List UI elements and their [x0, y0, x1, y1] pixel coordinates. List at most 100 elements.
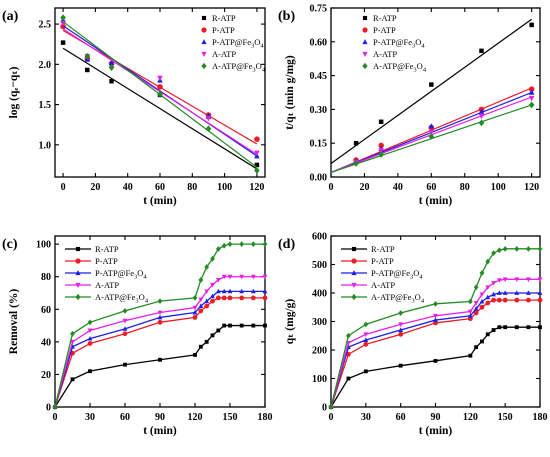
y-tick-label: 200 — [312, 346, 327, 357]
data-point — [221, 242, 227, 249]
data-point — [262, 241, 268, 248]
data-point — [529, 22, 534, 28]
data-point — [467, 298, 473, 305]
data-point — [157, 84, 163, 90]
data-point — [537, 277, 543, 282]
data-point — [537, 297, 543, 303]
data-point — [210, 255, 215, 262]
data-point — [221, 295, 227, 301]
data-point — [263, 323, 267, 328]
data-point — [433, 313, 438, 319]
x-tick-label: 0 — [329, 182, 334, 193]
data-point — [108, 64, 115, 71]
fit-line — [62, 47, 258, 170]
data-point — [250, 274, 256, 280]
data-point — [198, 308, 204, 314]
x-tick-label: 120 — [524, 182, 539, 193]
legend-label: R-ATP — [212, 13, 236, 23]
data-point — [198, 303, 204, 308]
data-point — [192, 309, 198, 315]
legend-label: A-ATP — [371, 280, 395, 290]
data-point — [254, 167, 260, 174]
data-point — [215, 288, 221, 294]
x-tick-label: 90 — [155, 412, 165, 423]
data-point — [496, 297, 502, 303]
data-point — [60, 14, 66, 22]
series-a-atp — [52, 274, 268, 410]
data-point — [514, 277, 520, 282]
x-tick-label: 150 — [498, 412, 513, 423]
data-point — [250, 241, 256, 248]
data-point — [363, 332, 369, 337]
legend-marker — [362, 51, 368, 57]
legend-marker — [201, 39, 207, 45]
data-point — [157, 310, 163, 316]
data-point — [204, 339, 209, 344]
series-line — [330, 292, 540, 408]
data-point — [468, 353, 473, 358]
data-point — [122, 318, 128, 324]
data-point — [192, 295, 198, 301]
chart-panel-d: 0 30 60 90 120 150 180 0 100 200 300 400 500 600 t (mi… — [278, 232, 548, 438]
plot-frame — [330, 7, 541, 178]
x-tick-label: 40 — [123, 182, 133, 193]
data-point — [514, 290, 520, 295]
data-point — [192, 315, 198, 320]
y-axis-title: t/qₜ (min g/mg) — [284, 55, 296, 130]
data-point — [204, 303, 210, 309]
data-point — [157, 319, 163, 325]
data-point — [525, 290, 531, 295]
x-tick-label: 120 — [188, 412, 203, 423]
data-point — [254, 150, 260, 156]
data-point — [485, 258, 491, 265]
series-a-atp-fe3o4 — [60, 14, 260, 174]
data-point — [205, 116, 212, 122]
y-tick-label: 0 — [46, 403, 51, 414]
data-point — [87, 328, 93, 334]
data-point — [216, 328, 221, 333]
legend-marker — [351, 270, 357, 276]
legend-label: R-ATP — [371, 244, 395, 254]
data-point — [428, 129, 435, 136]
legend-label: R-ATP — [95, 244, 119, 254]
legend-label: A-ATP@Fe3O4 — [212, 61, 266, 74]
data-point — [52, 404, 58, 410]
x-axis-title: t (min) — [419, 195, 453, 207]
legend-marker — [362, 39, 368, 45]
data-point — [222, 323, 227, 328]
legend-label: A-ATP — [95, 280, 119, 290]
data-point — [429, 82, 434, 87]
data-point — [251, 323, 256, 328]
data-point — [479, 292, 485, 298]
x-tick-label: 60 — [155, 182, 165, 193]
y-tick-label: 300 — [312, 317, 327, 328]
data-point — [262, 295, 268, 301]
data-point — [192, 305, 198, 311]
data-point — [428, 133, 435, 140]
data-point — [502, 297, 508, 303]
data-point — [87, 335, 93, 341]
legend-label: P-ATP — [212, 25, 235, 35]
data-point — [250, 295, 256, 301]
series-a-atp-fe3o4 — [52, 241, 268, 410]
data-point — [474, 345, 479, 350]
series-line — [54, 324, 265, 408]
data-point — [485, 332, 490, 337]
legend-marker — [75, 258, 81, 264]
y-tick-label: 0 — [322, 403, 327, 414]
x-tick-label: 40 — [393, 182, 403, 193]
x-axis-title: t (min) — [143, 425, 177, 437]
legend-label: A-ATP@Fe3O4 — [95, 292, 149, 305]
data-point — [433, 317, 438, 322]
data-point — [363, 337, 369, 342]
data-point — [157, 75, 163, 82]
legend-label: R-ATP — [373, 13, 397, 23]
data-point — [122, 331, 128, 337]
x-tick-label: 90 — [431, 412, 441, 423]
y-axis-title: log (qₑ−qₜ) — [8, 66, 20, 118]
y-tick-label: 0.75 — [310, 4, 328, 15]
data-point — [262, 288, 268, 294]
data-point — [204, 264, 210, 270]
x-tick-label: 150 — [223, 412, 238, 423]
